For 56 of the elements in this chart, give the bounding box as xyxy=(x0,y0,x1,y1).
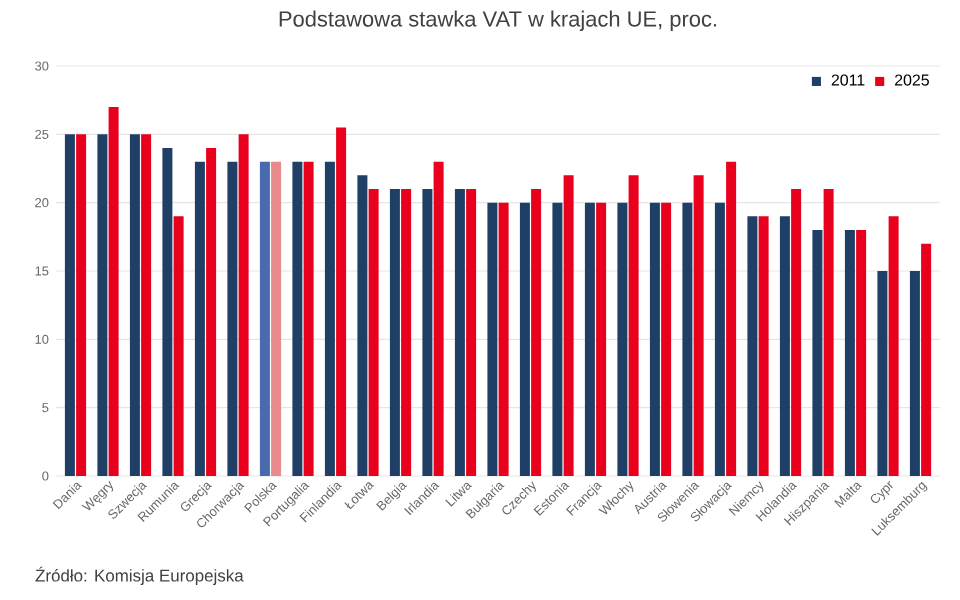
bar xyxy=(498,202,509,476)
bar xyxy=(693,175,704,476)
bar xyxy=(617,202,628,476)
bar xyxy=(401,189,412,476)
bar xyxy=(422,189,433,476)
bar xyxy=(779,216,790,476)
text: Źródło: Komisja Europejska xyxy=(35,566,244,585)
bar xyxy=(758,216,769,476)
bar xyxy=(714,202,725,476)
bar xyxy=(303,161,314,476)
bar xyxy=(129,134,140,476)
bar xyxy=(791,189,802,476)
bar xyxy=(877,271,888,476)
bar xyxy=(856,230,867,476)
bar xyxy=(238,134,249,476)
bar xyxy=(64,134,75,476)
chart-title: Podstawowa stawka VAT w krajach UE, proc. xyxy=(279,10,717,31)
bar xyxy=(259,161,270,476)
bar xyxy=(108,107,119,476)
bar xyxy=(823,189,834,476)
bar xyxy=(292,161,303,476)
bar xyxy=(97,134,108,476)
bar xyxy=(552,202,563,476)
bar xyxy=(531,189,542,476)
bar xyxy=(271,161,282,476)
bar xyxy=(519,202,530,476)
bar xyxy=(487,202,498,476)
bar xyxy=(661,202,672,476)
bar xyxy=(466,189,477,476)
bar xyxy=(173,216,184,476)
bar xyxy=(812,230,823,476)
bar xyxy=(726,161,737,476)
bar xyxy=(682,202,693,476)
bar xyxy=(433,161,444,476)
bar xyxy=(888,216,899,476)
bar xyxy=(336,127,347,476)
bar xyxy=(844,230,855,476)
bar xyxy=(596,202,607,476)
bar xyxy=(76,134,87,476)
bar xyxy=(206,148,217,476)
bar xyxy=(628,175,639,476)
bar xyxy=(368,189,379,476)
bar xyxy=(194,161,205,476)
bar xyxy=(747,216,758,476)
bar xyxy=(454,189,465,476)
bar xyxy=(921,243,932,476)
bar xyxy=(227,161,238,476)
bar xyxy=(324,161,335,476)
bar xyxy=(909,271,920,476)
bar xyxy=(389,189,400,476)
bar xyxy=(584,202,595,476)
bar xyxy=(162,148,173,476)
bar xyxy=(649,202,660,476)
bar xyxy=(563,175,574,476)
bar xyxy=(141,134,152,476)
bar xyxy=(357,175,368,476)
